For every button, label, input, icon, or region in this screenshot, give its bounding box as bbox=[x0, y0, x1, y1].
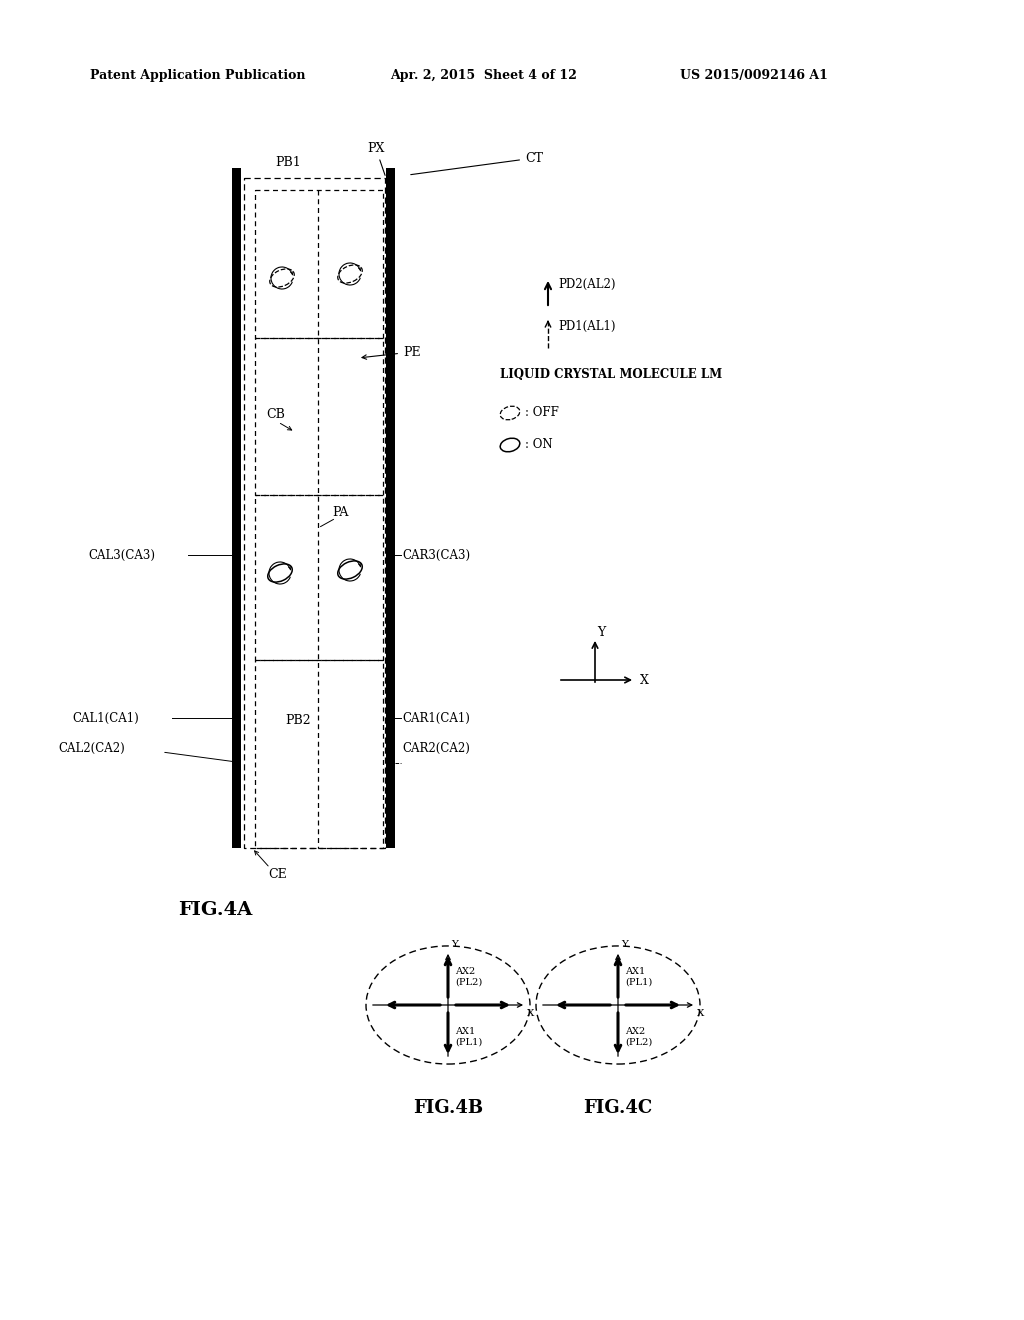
Text: PX: PX bbox=[367, 141, 385, 176]
Text: PB1: PB1 bbox=[275, 156, 301, 169]
Text: CE: CE bbox=[268, 869, 288, 882]
Text: Y: Y bbox=[451, 940, 458, 949]
Bar bbox=[386, 168, 395, 847]
Text: Patent Application Publication: Patent Application Publication bbox=[90, 69, 305, 82]
Text: CT: CT bbox=[411, 152, 543, 174]
Text: LIQUID CRYSTAL MOLECULE LM: LIQUID CRYSTAL MOLECULE LM bbox=[500, 368, 722, 381]
Text: CAL2(CA2): CAL2(CA2) bbox=[58, 742, 125, 755]
Text: Apr. 2, 2015  Sheet 4 of 12: Apr. 2, 2015 Sheet 4 of 12 bbox=[390, 69, 577, 82]
Bar bbox=[232, 168, 241, 847]
Text: Y: Y bbox=[597, 627, 605, 639]
Text: Y: Y bbox=[621, 940, 628, 949]
Text: PD1(AL1): PD1(AL1) bbox=[558, 319, 615, 333]
Text: CAL1(CA1): CAL1(CA1) bbox=[72, 711, 138, 725]
Text: AX2
(PL2): AX2 (PL2) bbox=[625, 1027, 652, 1047]
Text: : OFF: : OFF bbox=[525, 407, 559, 420]
Text: X: X bbox=[640, 673, 649, 686]
Text: CAR3(CA3): CAR3(CA3) bbox=[402, 549, 470, 561]
Text: AX1
(PL1): AX1 (PL1) bbox=[625, 968, 652, 987]
Text: CAL3(CA3): CAL3(CA3) bbox=[88, 549, 155, 561]
Text: CAR2(CA2): CAR2(CA2) bbox=[402, 742, 470, 755]
Text: X: X bbox=[527, 1008, 535, 1018]
Text: PE: PE bbox=[362, 346, 421, 359]
Text: PD2(AL2): PD2(AL2) bbox=[558, 277, 615, 290]
Text: : ON: : ON bbox=[525, 438, 553, 451]
Text: PB2: PB2 bbox=[286, 714, 311, 726]
Text: CB: CB bbox=[266, 408, 286, 421]
Text: PA: PA bbox=[332, 506, 348, 519]
Text: AX2
(PL2): AX2 (PL2) bbox=[455, 968, 482, 987]
Text: FIG.4A: FIG.4A bbox=[178, 902, 252, 919]
Text: FIG.4B: FIG.4B bbox=[413, 1100, 483, 1117]
Text: FIG.4C: FIG.4C bbox=[584, 1100, 652, 1117]
Text: X: X bbox=[697, 1008, 705, 1018]
Text: AX1
(PL1): AX1 (PL1) bbox=[455, 1027, 482, 1047]
Text: CAR1(CA1): CAR1(CA1) bbox=[402, 711, 470, 725]
Text: US 2015/0092146 A1: US 2015/0092146 A1 bbox=[680, 69, 827, 82]
